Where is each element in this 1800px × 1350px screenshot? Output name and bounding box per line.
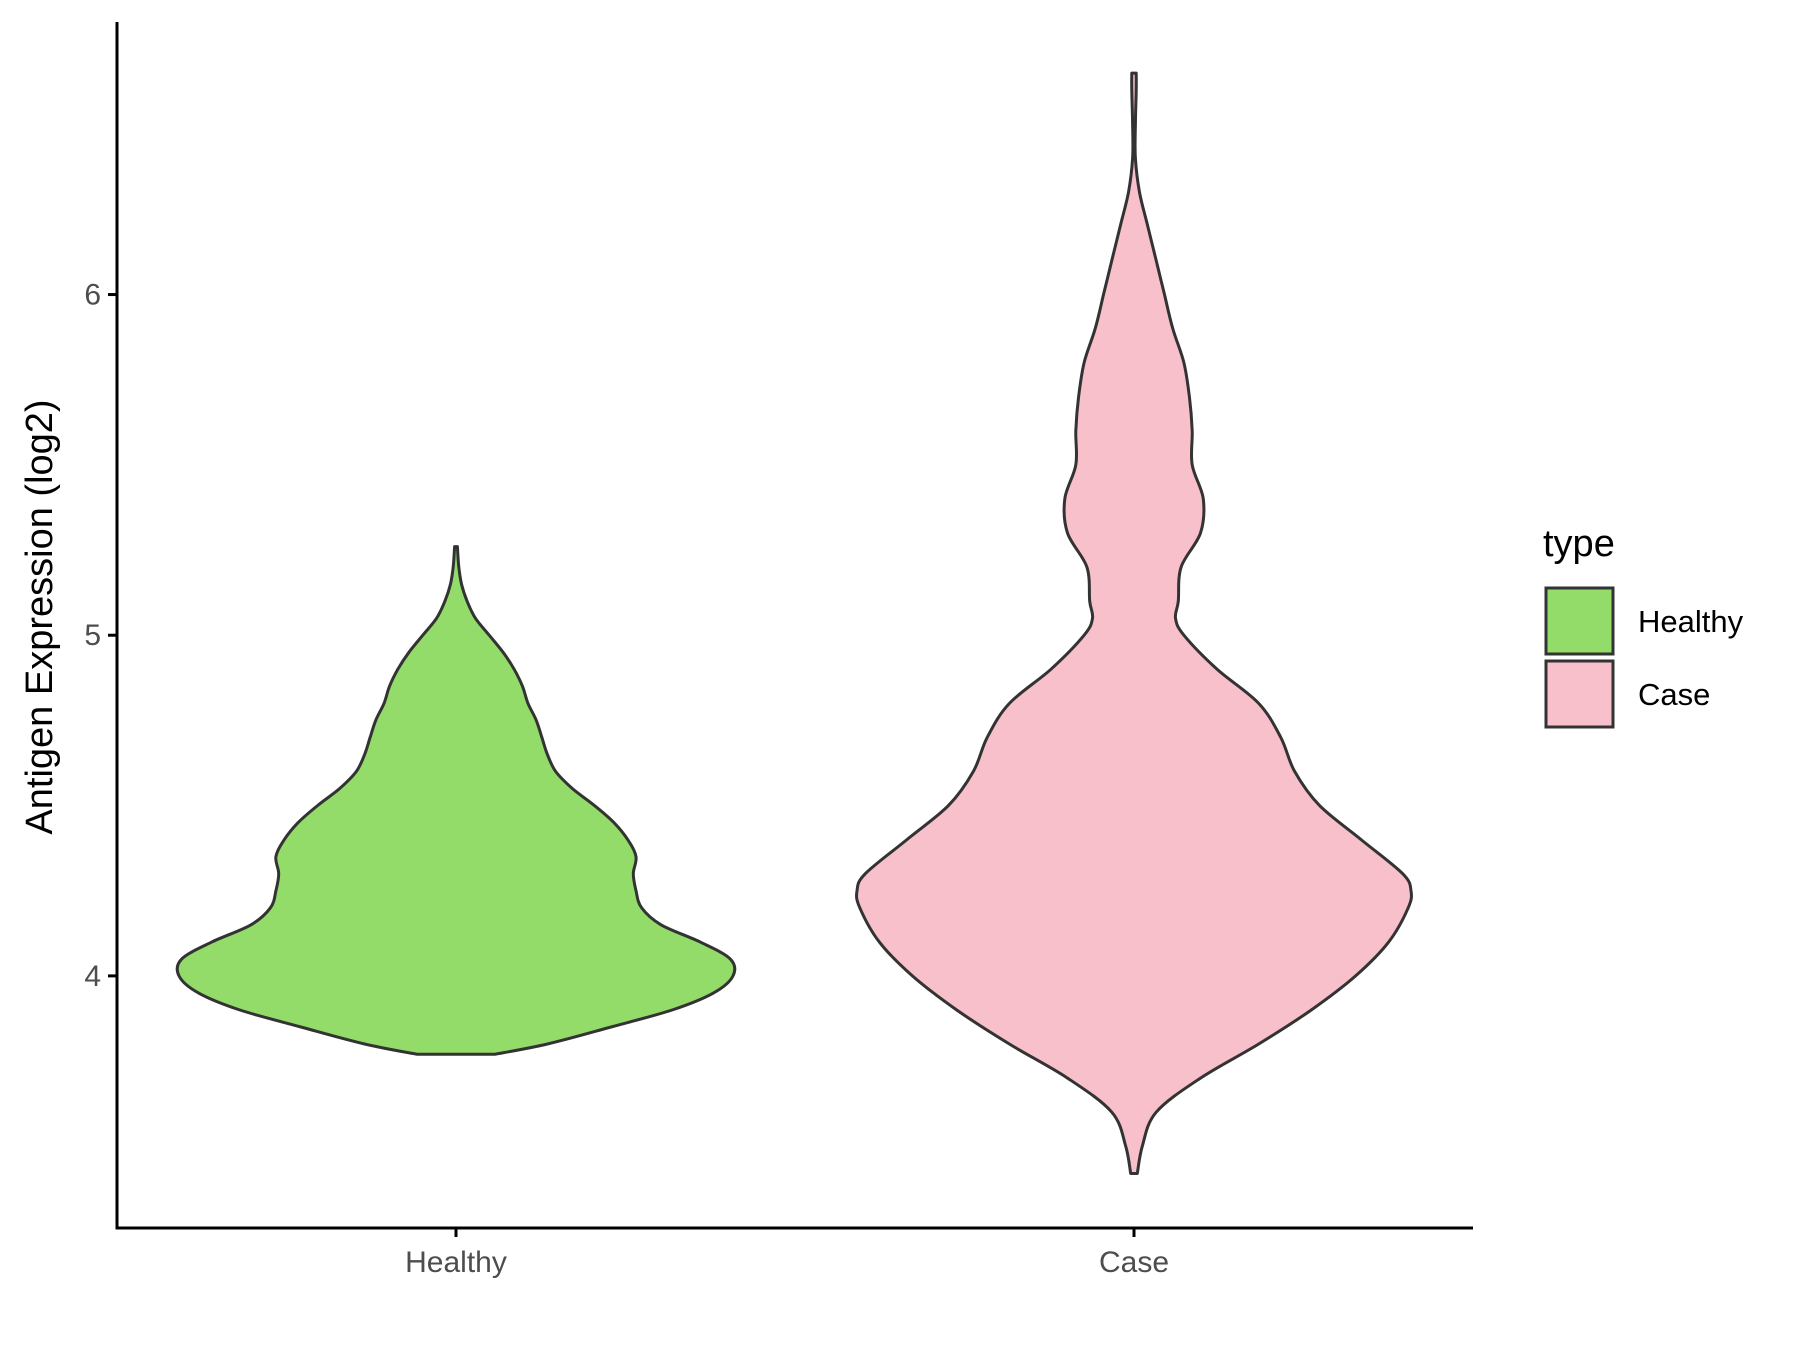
legend: type Healthy Case [1543, 523, 1744, 729]
violin-case [855, 71, 1413, 1175]
legend-swatch-case [1544, 659, 1615, 729]
y-axis-ticks: 4 5 6 [84, 279, 117, 993]
legend-title: type [1543, 523, 1615, 565]
y-tick-label: 4 [84, 960, 101, 993]
legend-items: Healthy Case [1544, 586, 1744, 729]
y-axis-title: Antigen Expression (log2) [19, 399, 61, 834]
x-tick-label: Healthy [405, 1246, 507, 1279]
violin-layer [175, 71, 1413, 1175]
legend-label-healthy: Healthy [1638, 604, 1744, 639]
x-axis-ticks: Healthy Case [405, 1228, 1169, 1279]
legend-label-case: Case [1638, 677, 1710, 712]
y-tick-label: 6 [84, 279, 101, 312]
x-tick-label: Case [1099, 1246, 1169, 1279]
y-tick-label: 5 [84, 619, 101, 652]
violin-healthy [175, 545, 737, 1056]
legend-swatch-healthy [1544, 586, 1615, 656]
